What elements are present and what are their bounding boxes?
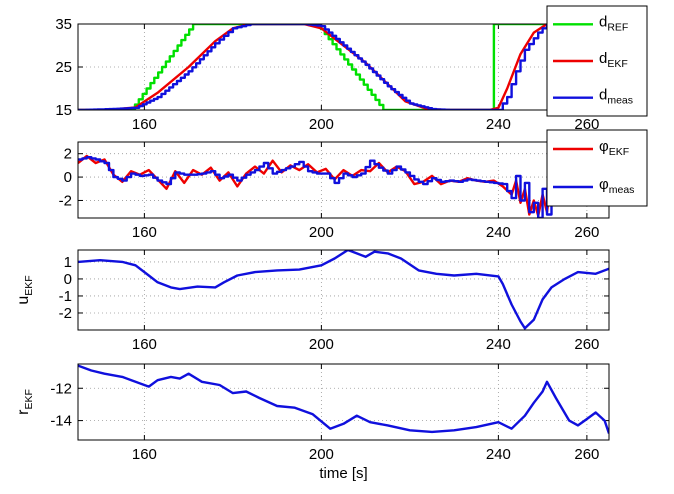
x-tick-label: 260	[574, 336, 599, 353]
x-tick-label: 160	[132, 336, 157, 353]
series-line-meas	[78, 156, 558, 218]
y-tick-label: -1	[59, 288, 72, 305]
legend-box	[546, 129, 648, 207]
y-tick-label: 0	[64, 169, 72, 186]
y-tick-label: -2	[59, 192, 72, 209]
x-tick-label: 160	[132, 224, 157, 241]
x-tick-label: 200	[309, 446, 334, 463]
x-tick-label: 160	[132, 116, 157, 133]
x-axis-label: time [s]	[319, 465, 367, 482]
y-axis-label: uEKF	[15, 275, 35, 304]
x-tick-label: 160	[132, 446, 157, 463]
plot-area	[78, 364, 609, 440]
x-tick-label: 260	[574, 224, 599, 241]
legend-label-meas: φmeas	[599, 176, 634, 196]
subplot-1: 160 200 240 260 15 25 35 dREF dEKF dmeas	[55, 5, 648, 133]
legend-label-ref: dREF	[599, 13, 628, 33]
y-tick-label: 1	[64, 254, 72, 271]
legend-label-ekf: dEKF	[599, 50, 628, 70]
legend: dREF dEKF dmeas	[546, 5, 648, 117]
x-tick-label: 240	[486, 336, 511, 353]
x-tick-label: 200	[309, 116, 334, 133]
series-line-meas	[78, 250, 609, 330]
axes-frame	[77, 249, 610, 331]
y-tick-label: 2	[64, 146, 72, 163]
y-tick-label: -2	[59, 305, 72, 322]
y-tick-label: 0	[64, 271, 72, 288]
x-tick-label: 240	[486, 224, 511, 241]
series-line-meas	[78, 24, 609, 110]
y-tick-label: -14	[50, 413, 72, 430]
y-tick-label: 15	[55, 102, 72, 119]
plot-area	[78, 250, 609, 330]
x-tick-label: 260	[574, 446, 599, 463]
axes-frame	[77, 363, 610, 441]
series-line-meas	[78, 364, 609, 434]
subplot-2: 160 200 240 260 2 0 -2 φEKF φmeas	[59, 129, 648, 241]
x-tick-label: 200	[309, 224, 334, 241]
series-line-ref	[78, 24, 609, 110]
x-tick-label: 260	[574, 116, 599, 133]
y-tick-label: -12	[50, 380, 72, 397]
subplot-3: 160 200 240 260 10-1-2 uEKF	[15, 249, 610, 353]
legend-label-meas: dmeas	[599, 87, 633, 107]
legend-label-ekf: φEKF	[599, 138, 629, 158]
y-axis-label: rEKF	[15, 389, 35, 415]
subplot-4: 160 200 240 260 -12 -14 rEKF time [s]	[15, 363, 610, 482]
x-tick-label: 200	[309, 336, 334, 353]
x-tick-label: 240	[486, 116, 511, 133]
y-tick-label: 25	[55, 59, 72, 76]
legend: φEKF φmeas	[546, 129, 648, 207]
y-tick-label: 35	[55, 16, 72, 33]
x-tick-label: 240	[486, 446, 511, 463]
